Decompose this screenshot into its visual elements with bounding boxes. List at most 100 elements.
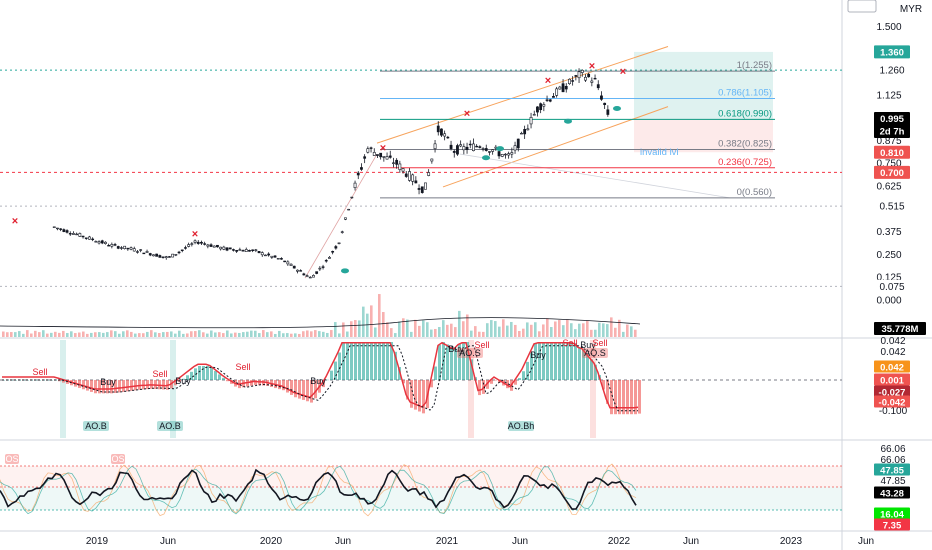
volume-bar	[122, 331, 125, 337]
macd-histogram-bar	[486, 380, 489, 389]
macd-histogram-bar	[306, 380, 309, 402]
volume-bar	[214, 332, 217, 337]
candle-body	[587, 73, 591, 78]
volume-bar	[298, 333, 301, 337]
trend-line	[304, 153, 378, 279]
candle-body	[113, 244, 117, 246]
channel-lower	[442, 106, 669, 188]
macd-histogram-bar	[294, 380, 297, 398]
candle-body	[65, 230, 69, 233]
volume-bar	[258, 333, 261, 337]
rsi-tick-label: 66.06	[880, 444, 905, 455]
volume-bar	[534, 322, 537, 337]
candle-body	[222, 246, 226, 250]
macd-histogram-bar	[622, 380, 625, 415]
price-tag-label: 0.075	[879, 282, 904, 293]
candle-body	[126, 247, 130, 250]
price-pane: HighAvgLow1(1.255)0.786(1.105)0.618(0.99…	[0, 0, 926, 337]
macd-histogram-bar	[614, 380, 617, 415]
volume-bar	[246, 331, 249, 337]
volume-bar	[66, 333, 69, 337]
macd-histogram-bar	[222, 377, 225, 380]
macd-histogram-bar	[346, 342, 349, 380]
volume-bar	[342, 322, 345, 337]
candle-body	[513, 145, 517, 151]
volume-bar	[410, 331, 413, 337]
volume-bar	[270, 331, 273, 337]
volume-bar	[370, 305, 373, 337]
candle-body	[296, 269, 299, 272]
candle-body	[292, 265, 296, 269]
macd-histogram-bar	[126, 380, 129, 392]
volume-bar	[286, 333, 289, 337]
volume-bar	[218, 332, 221, 337]
volume-bar	[614, 327, 617, 337]
candle-body	[84, 237, 88, 239]
macd-histogram-bar	[82, 380, 85, 390]
candle-body	[420, 186, 424, 193]
price-tag-box	[874, 165, 910, 179]
candle-body	[568, 78, 571, 85]
time-tick-label: Jun	[512, 536, 528, 547]
candle-body	[190, 243, 194, 245]
macd-histogram-bar	[118, 380, 121, 393]
volume-bar	[474, 326, 477, 337]
volume-bar	[562, 325, 565, 337]
volume-bar	[406, 319, 409, 337]
volume-bar	[494, 321, 497, 337]
volume-bar	[570, 323, 573, 337]
target-zone	[634, 51, 773, 120]
volume-bar	[402, 318, 405, 337]
sell-marker: ×	[12, 216, 18, 228]
volume-bar	[338, 333, 341, 337]
candle-body	[350, 196, 354, 199]
candle-body	[244, 249, 248, 252]
volume-bar	[186, 333, 189, 337]
volume-bar	[242, 332, 245, 337]
volume-bar	[618, 319, 621, 337]
macd-histogram-bar	[594, 364, 597, 380]
candle-body	[417, 188, 421, 190]
macd-histogram-bar	[298, 380, 301, 399]
macd-histogram-bar	[226, 380, 229, 382]
volume-bar	[398, 321, 401, 337]
volume-bar	[202, 332, 205, 337]
candle-body	[526, 128, 530, 131]
volume-bar	[486, 323, 489, 337]
macd-histogram-bar	[322, 380, 325, 388]
reference-label: Low	[853, 0, 872, 3]
volume-bar	[530, 324, 533, 337]
last-price-box	[874, 112, 910, 139]
candle-body	[596, 84, 600, 89]
volume-bar	[114, 331, 117, 337]
candle-body	[264, 254, 267, 257]
candle-body	[372, 152, 376, 156]
candle-body	[184, 247, 187, 249]
candle-body	[100, 240, 104, 244]
macd-histogram-bar	[454, 348, 457, 380]
candle-body	[123, 245, 127, 250]
macd-tag-box	[874, 360, 910, 373]
macd-histogram-bar	[446, 344, 449, 380]
macd-histogram-bar	[110, 380, 113, 394]
candle-body	[472, 143, 475, 152]
volume-bar	[234, 332, 237, 337]
macd-tick-label: -0.100	[879, 406, 908, 417]
volume-bar	[194, 331, 197, 337]
macd-histogram-bar	[526, 361, 529, 380]
macd-histogram-bar	[434, 366, 437, 380]
volume-bar	[146, 331, 149, 337]
price-tick-label: 1.125	[876, 90, 901, 101]
candle-body	[529, 117, 533, 125]
candle-body	[283, 260, 287, 263]
candle-body	[235, 249, 239, 252]
volume-bar	[490, 320, 493, 337]
fib-level-label: 1(1.255)	[737, 60, 772, 71]
candle-body	[379, 152, 383, 158]
candle-body	[449, 144, 453, 149]
volume-bar	[514, 324, 517, 337]
macd-tag-label: -0.042	[879, 398, 906, 409]
candle-body	[558, 86, 562, 90]
